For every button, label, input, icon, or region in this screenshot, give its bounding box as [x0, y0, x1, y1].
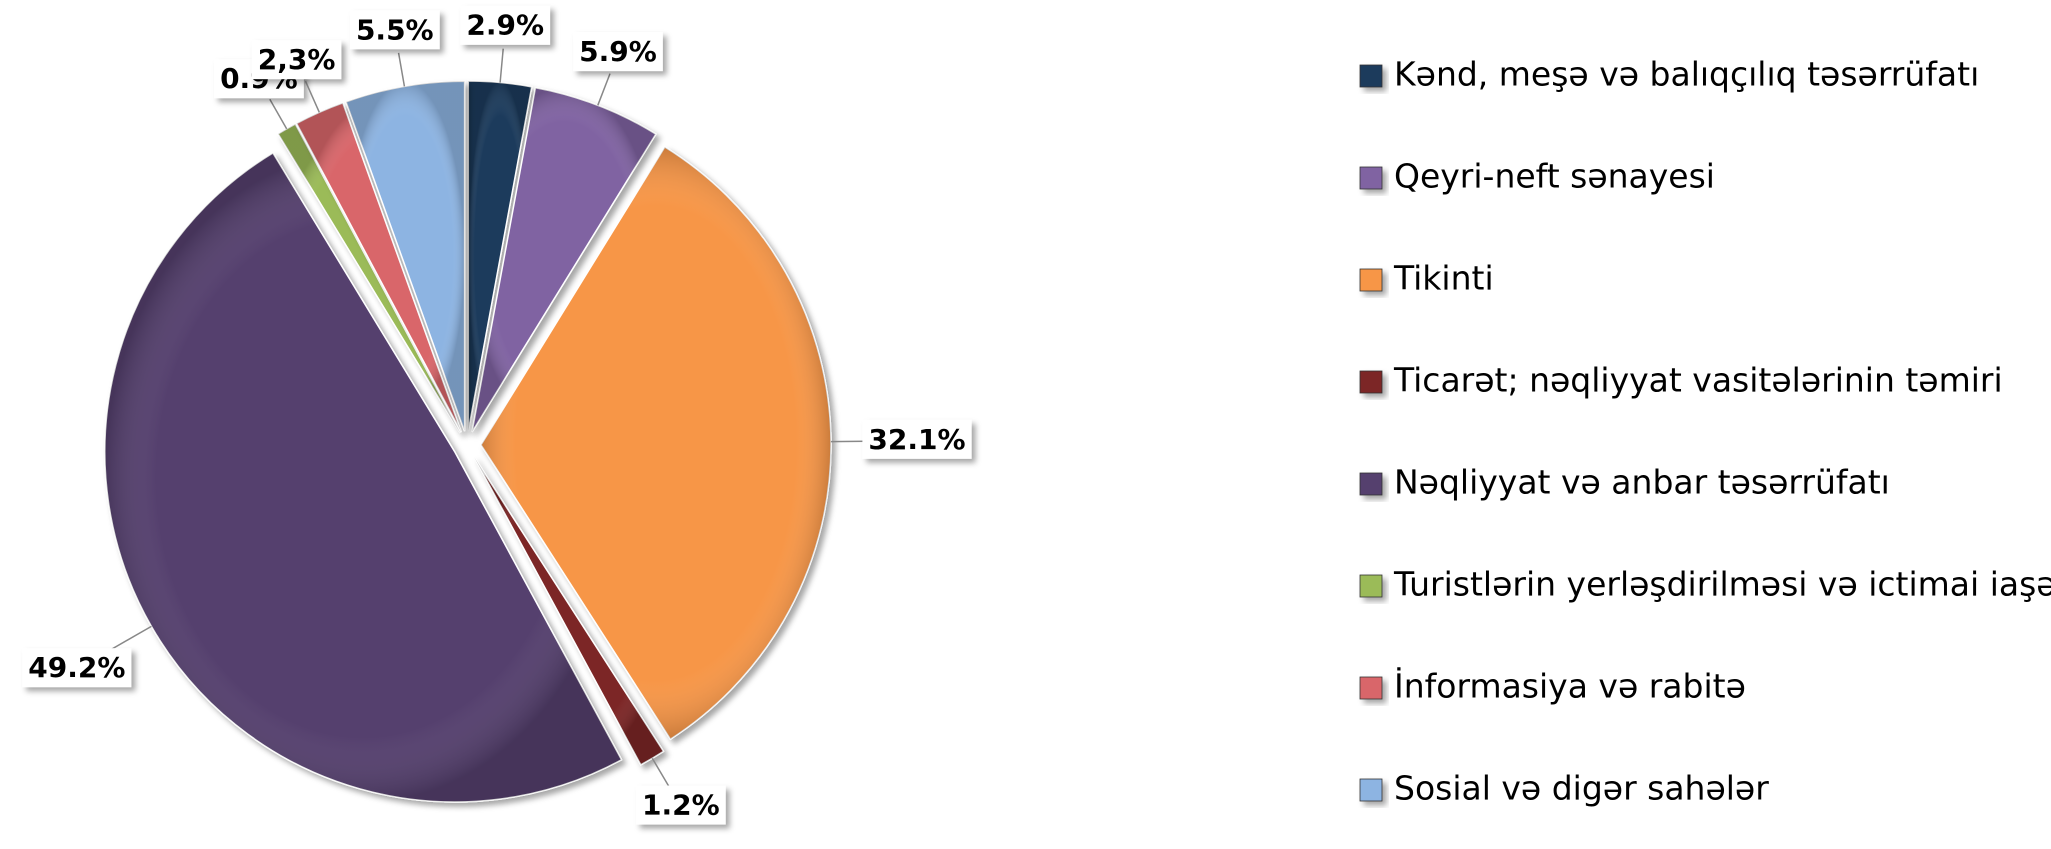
- legend-swatch: [1359, 676, 1383, 700]
- label-box: [22, 648, 132, 688]
- data-label-text: 49.2%: [28, 651, 125, 684]
- data-label-text: 32.1%: [868, 423, 965, 456]
- data-label: 32.1%: [862, 419, 972, 459]
- label-box: [349, 10, 440, 50]
- data-label: 5.5%: [349, 10, 440, 50]
- leader-line: [651, 757, 671, 788]
- legend-label: Qeyri-neft sənayesi: [1394, 157, 1715, 196]
- leader-line: [397, 52, 406, 87]
- data-label-text: 1.2%: [642, 789, 720, 822]
- label-box: [573, 32, 663, 72]
- data-label: 1.2%: [635, 785, 726, 825]
- data-label: 5.9%: [573, 32, 663, 72]
- label-box: [460, 5, 551, 45]
- legend-label: Tikinti: [1393, 259, 1494, 298]
- data-label-text: 2.9%: [466, 9, 544, 42]
- data-label: 2,3%: [251, 40, 342, 80]
- legend-label: Turistlərin yerləşdirilməsi və ictimai i…: [1393, 565, 2051, 604]
- legend-label: Kənd, meşə və balıqçılıq təsərrüfatı: [1394, 55, 1979, 94]
- legend-label: Ticarət; nəqliyyat vasitələrinin təmiri: [1393, 361, 2003, 400]
- leader-line: [597, 73, 611, 106]
- legend-swatch: [1359, 472, 1383, 496]
- leader-line: [269, 98, 288, 130]
- label-box: [251, 40, 342, 80]
- data-label-text: 5.5%: [356, 13, 434, 46]
- label-box: [635, 785, 726, 825]
- leader-line: [304, 80, 320, 113]
- legend-label: İnformasiya və rabitə: [1394, 667, 1746, 706]
- data-label: 49.2%: [22, 648, 132, 688]
- data-label-text: 2,3%: [258, 43, 336, 76]
- legend-swatch: [1359, 574, 1383, 598]
- legend-label: Nəqliyyat və anbar təsərrüfatı: [1394, 463, 1890, 502]
- leader-line: [499, 48, 504, 83]
- label-box: [862, 419, 972, 459]
- legend-swatch: [1359, 268, 1383, 292]
- legend-label: Sosial və digər sahələr: [1394, 769, 1769, 808]
- legend-swatch: [1359, 778, 1383, 802]
- legend-swatch: [1359, 64, 1383, 88]
- data-label-text: 5.9%: [579, 35, 657, 68]
- legend-swatch: [1359, 166, 1383, 190]
- legend-swatch: [1359, 370, 1383, 394]
- data-label: 2.9%: [460, 5, 551, 45]
